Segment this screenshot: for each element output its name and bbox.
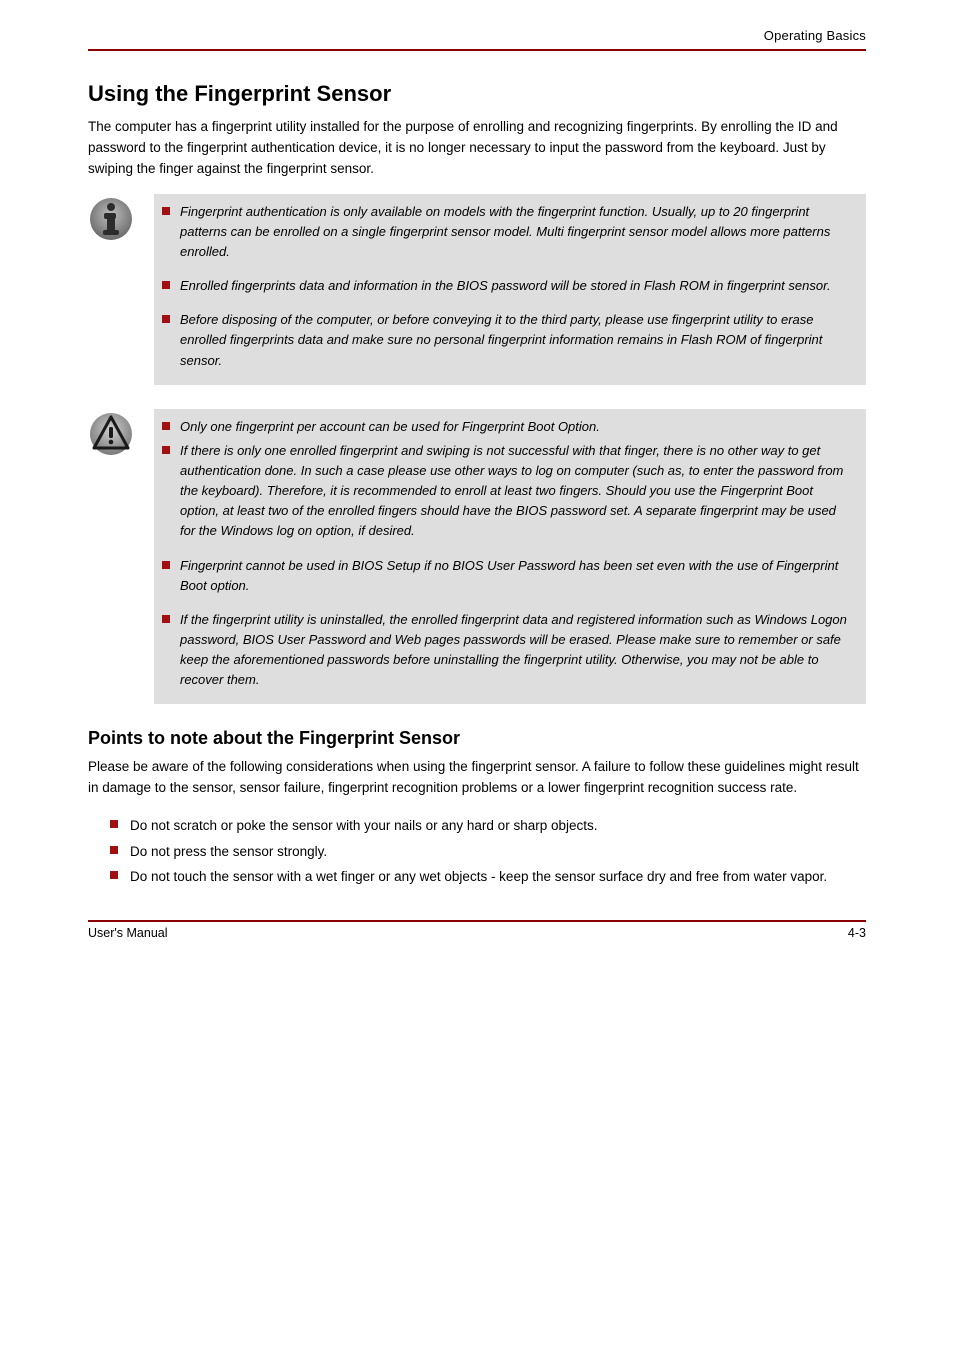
list-item-text: If there is only one enrolled fingerprin…	[180, 441, 854, 542]
header-right: Operating Basics	[88, 28, 866, 43]
list-item: Only one fingerprint per account can be …	[162, 415, 854, 439]
list-item: Do not touch the sensor with a wet finge…	[110, 864, 866, 890]
list-item-text: Fingerprint cannot be used in BIOS Setup…	[180, 556, 854, 596]
list-item: Before disposing of the computer, or bef…	[162, 308, 854, 376]
footer-row: User's Manual 4-3	[88, 926, 866, 940]
page: Operating Basics Using the Fingerprint S…	[0, 0, 954, 960]
list-item-text: Do not touch the sensor with a wet finge…	[130, 866, 827, 888]
bullet-icon	[110, 820, 118, 828]
precautions-paragraph: Please be aware of the following conside…	[88, 757, 866, 799]
list-item: Enrolled fingerprints data and informati…	[162, 274, 854, 308]
header-row: Operating Basics	[88, 28, 866, 43]
intro-paragraph: The computer has a fingerprint utility i…	[88, 117, 866, 180]
bullet-icon	[162, 207, 170, 215]
top-rule	[88, 49, 866, 51]
subsection-heading: Points to note about the Fingerprint Sen…	[88, 728, 866, 749]
info-icon	[88, 194, 138, 385]
bullet-icon	[162, 446, 170, 454]
bullet-icon	[162, 561, 170, 569]
info-callout-body: Fingerprint authentication is only avail…	[154, 194, 866, 385]
list-item: Do not press the sensor strongly.	[110, 839, 866, 865]
bullet-icon	[162, 281, 170, 289]
list-item-text: Fingerprint authentication is only avail…	[180, 202, 854, 262]
warning-callout-body: Only one fingerprint per account can be …	[154, 409, 866, 705]
bottom-rule	[88, 920, 866, 922]
list-item-text: Do not press the sensor strongly.	[130, 841, 327, 863]
bullet-icon	[110, 871, 118, 879]
list-item: If the fingerprint utility is uninstalle…	[162, 608, 854, 697]
list-item-text: Enrolled fingerprints data and informati…	[180, 276, 831, 296]
warning-icon	[88, 409, 138, 705]
list-item: Fingerprint authentication is only avail…	[162, 200, 854, 274]
bullet-icon	[110, 846, 118, 854]
info-callout: Fingerprint authentication is only avail…	[88, 194, 866, 385]
bullet-icon	[162, 422, 170, 430]
footer-right: 4-3	[848, 926, 866, 940]
bullet-icon	[162, 615, 170, 623]
list-item: Do not scratch or poke the sensor with y…	[110, 813, 866, 839]
list-item-text: If the fingerprint utility is uninstalle…	[180, 610, 854, 691]
list-item: If there is only one enrolled fingerprin…	[162, 439, 854, 554]
list-item-text: Before disposing of the computer, or bef…	[180, 310, 854, 370]
body-list: Do not scratch or poke the sensor with y…	[110, 813, 866, 890]
list-item-text: Only one fingerprint per account can be …	[180, 417, 600, 437]
footer-left: User's Manual	[88, 926, 168, 940]
list-item-text: Do not scratch or poke the sensor with y…	[130, 815, 597, 837]
section-heading: Using the Fingerprint Sensor	[88, 81, 866, 107]
warning-callout: Only one fingerprint per account can be …	[88, 409, 866, 705]
bullet-icon	[162, 315, 170, 323]
list-item: Fingerprint cannot be used in BIOS Setup…	[162, 554, 854, 608]
